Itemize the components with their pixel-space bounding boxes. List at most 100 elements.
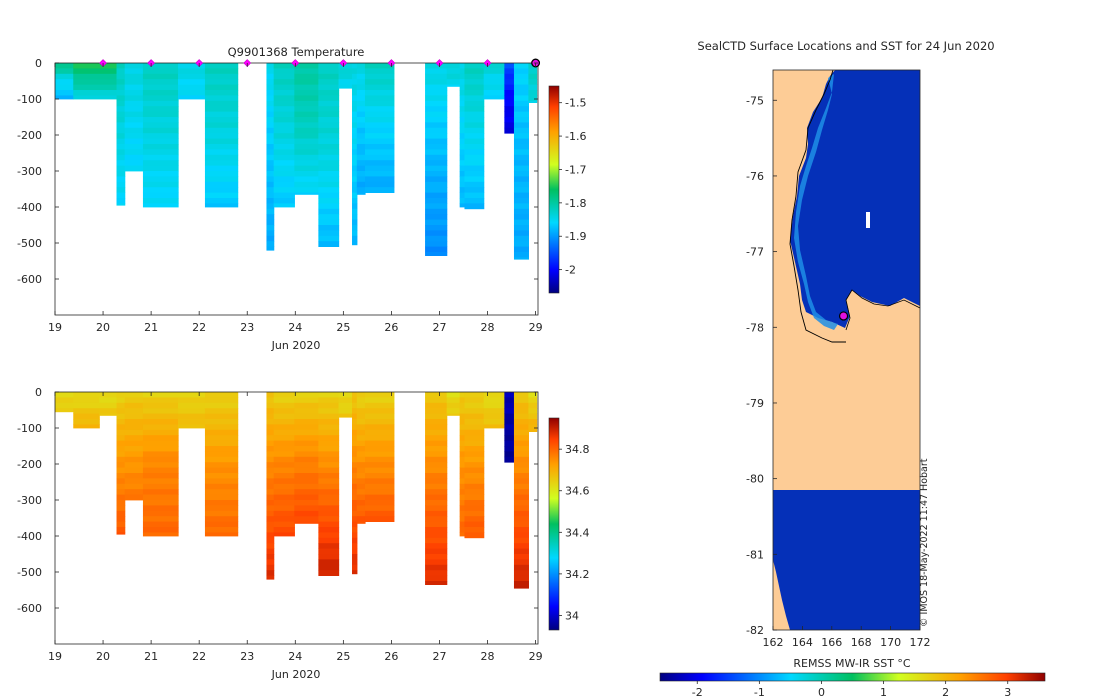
profile-cell — [142, 446, 179, 452]
y-tick-label: -400 — [17, 201, 42, 214]
profile-cell — [446, 408, 461, 414]
profile-cell — [116, 176, 126, 183]
profile-cell — [142, 127, 179, 134]
profile-cell — [273, 505, 295, 512]
profile-cell — [204, 73, 239, 80]
colorbar-tick-label: -1.7 — [565, 163, 586, 176]
profile-cell — [513, 246, 529, 253]
x-tick-label: 26 — [384, 321, 398, 334]
profile-cell — [356, 483, 366, 490]
colorbar-tick-label: 34 — [565, 609, 579, 622]
profile-cell — [318, 408, 340, 414]
profile-cell — [124, 117, 144, 123]
y-tick-label: -600 — [17, 602, 42, 615]
profile-cell — [178, 397, 206, 404]
profile-cell — [352, 478, 358, 485]
map-x-tick-label: 170 — [880, 636, 901, 649]
profile-cell — [116, 171, 126, 177]
profile-cell — [266, 149, 275, 156]
profile-cell — [116, 160, 126, 166]
profile-cell — [204, 187, 239, 193]
profile-cell — [464, 489, 485, 495]
profile-cell — [204, 527, 239, 533]
profile-cell — [55, 402, 74, 409]
profile-cell — [504, 413, 515, 420]
profile-cell — [294, 100, 319, 107]
profile-cell — [124, 138, 144, 145]
temperature-cells — [55, 63, 538, 260]
profile-cell — [352, 500, 358, 506]
map-ice-shelf-edge — [845, 289, 920, 331]
profile-cell — [294, 160, 319, 166]
profile-cell — [513, 149, 529, 156]
profile-cell — [513, 446, 529, 452]
profile-cell — [483, 73, 505, 80]
profile-cell — [504, 63, 515, 69]
profile-cell — [513, 225, 529, 231]
profile-cell — [459, 467, 466, 474]
profile-cell — [273, 122, 295, 129]
profile-cell — [142, 117, 179, 123]
profile-cell — [513, 554, 529, 560]
profile-cell — [425, 429, 448, 436]
profile-cell — [425, 483, 448, 490]
profile-cell — [142, 198, 179, 204]
profile-cell — [266, 68, 275, 75]
profile-cell — [318, 564, 340, 571]
profile-cell — [266, 419, 275, 425]
profile-cell — [352, 187, 358, 193]
profile-cell — [318, 73, 340, 80]
x-tick-label: 27 — [432, 321, 446, 334]
profile-cell — [73, 63, 118, 69]
profile-cell — [459, 424, 466, 431]
profile-cell — [425, 252, 448, 256]
profile-cell — [142, 429, 179, 436]
profile-cell — [356, 106, 366, 112]
profile-cell — [318, 570, 340, 576]
profile-cell — [464, 165, 485, 172]
profile-cell — [73, 413, 100, 420]
profile-cell — [142, 203, 179, 208]
profile-cell — [318, 235, 340, 242]
profile-cell — [364, 467, 395, 474]
profile-cell — [294, 505, 319, 512]
profile-cell — [273, 532, 295, 537]
profile-cell — [273, 84, 295, 91]
profile-cell — [318, 451, 340, 458]
profile-cell — [142, 176, 179, 183]
map-y-tick-label: -80 — [746, 473, 764, 486]
profile-cell — [273, 392, 295, 398]
profile-cell — [464, 505, 485, 512]
profile-cell — [266, 494, 275, 501]
profile-cell — [459, 127, 466, 134]
profile-cell — [318, 225, 340, 231]
colorbar-tick-label: -1.8 — [565, 197, 586, 210]
profile-cell — [273, 79, 295, 85]
temperature-x-ticks: 19 20 21 22 23 24 25 26 27 28 29 — [48, 63, 543, 334]
profile-cell — [352, 127, 358, 134]
profile-cell — [73, 95, 118, 100]
profile-cell — [266, 219, 275, 226]
profile-cell — [124, 144, 144, 150]
profile-cell — [513, 494, 529, 501]
profile-cell — [266, 111, 275, 118]
profile-cell — [266, 117, 275, 123]
profile-cell — [178, 68, 206, 75]
profile-cell — [204, 181, 239, 188]
profile-cell — [318, 84, 340, 91]
profile-cell — [364, 413, 395, 420]
profile-cell — [142, 500, 179, 506]
profile-cell — [352, 68, 358, 75]
profile-cell — [364, 84, 395, 91]
profile-cell — [459, 456, 466, 463]
profile-cell — [204, 489, 239, 495]
profile-cell — [116, 111, 126, 118]
profile-cell — [352, 214, 358, 220]
profile-cell — [266, 392, 275, 398]
profile-cell — [364, 90, 395, 96]
profile-cell — [504, 95, 515, 102]
profile-cell — [266, 214, 275, 220]
profile-cell — [459, 165, 466, 172]
map-x-ticks: 162 164 166 168 170 172 — [763, 626, 931, 649]
profile-cell — [352, 494, 358, 501]
